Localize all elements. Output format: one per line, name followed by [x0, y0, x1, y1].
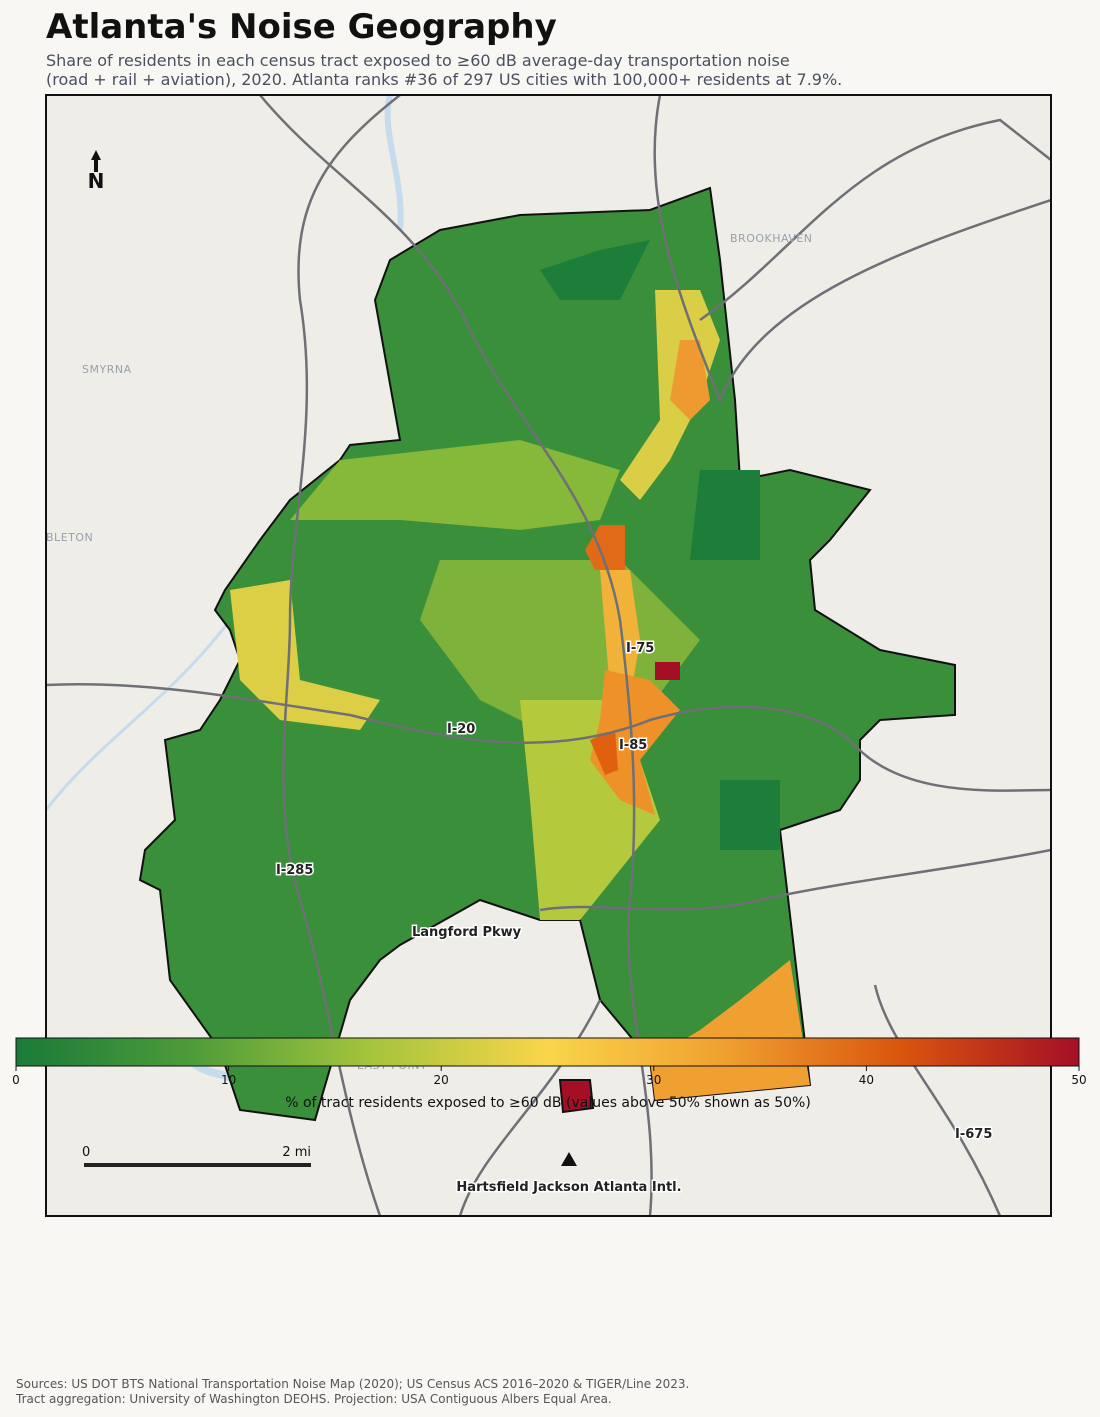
scale-label: 2 mi [282, 1145, 311, 1160]
colorbar-tick-label: 30 [646, 1073, 661, 1087]
scale-label: 0 [82, 1145, 90, 1160]
road-label: I-675 [955, 1127, 992, 1142]
footer: Sources: US DOT BTS National Transportat… [16, 1377, 689, 1391]
colorbar-tick-label: 10 [221, 1073, 236, 1087]
place-label: BROOKHAVEN [730, 232, 813, 245]
road-label: Langford Pkwy [412, 925, 522, 940]
road-label: I-20 [447, 722, 475, 737]
place-label: MABLETON [28, 531, 93, 544]
colorbar-tick-label: 40 [859, 1073, 874, 1087]
road-label: I-85 [619, 738, 647, 753]
airport-label: Hartsfield Jackson Atlanta Intl. [456, 1180, 681, 1195]
colorbar-tick-label: 50 [1071, 1073, 1086, 1087]
subtitle: (road + rail + aviation), 2020. Atlanta … [46, 70, 842, 89]
place-label: SMYRNA [82, 363, 132, 376]
colorbar-tick-label: 20 [434, 1073, 449, 1087]
subtitle: Share of residents in each census tract … [46, 51, 790, 70]
colorbar-label: % of tract residents exposed to ≥60 dB (… [285, 1095, 811, 1111]
colorbar-tick-label: 0 [12, 1073, 20, 1087]
title: Atlanta's Noise Geography [46, 7, 557, 47]
north-arrow: N [88, 169, 105, 193]
footer: Tract aggregation: University of Washing… [15, 1392, 612, 1406]
road-label: I-285 [276, 863, 313, 878]
road-label: I-75 [626, 641, 654, 656]
colorbar: 0 10 20 30 40 50 [12, 1037, 1087, 1087]
map: N BROOKHAVEN SMYRNA MABLETON EAST POINT … [28, 95, 1051, 1216]
